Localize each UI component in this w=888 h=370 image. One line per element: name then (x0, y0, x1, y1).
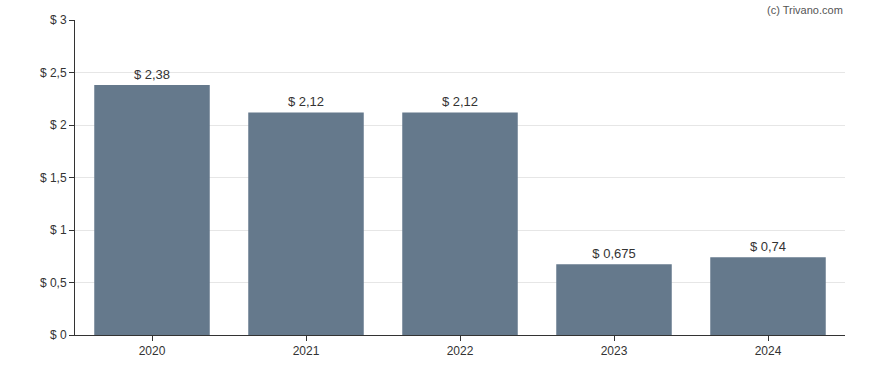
svg-text:(c) Trivano.com: (c) Trivano.com (767, 4, 843, 16)
svg-text:$ 2,12: $ 2,12 (442, 94, 478, 109)
svg-text:$ 1,5: $ 1,5 (40, 171, 67, 185)
svg-text:2023: 2023 (601, 344, 628, 358)
svg-text:2022: 2022 (447, 344, 474, 358)
svg-text:$ 2,5: $ 2,5 (40, 66, 67, 80)
svg-text:2020: 2020 (139, 344, 166, 358)
svg-text:$ 0: $ 0 (50, 328, 67, 342)
svg-text:$ 0,5: $ 0,5 (40, 276, 67, 290)
svg-text:$ 2,38: $ 2,38 (134, 67, 170, 82)
svg-text:2021: 2021 (293, 344, 320, 358)
svg-text:$ 0,675: $ 0,675 (592, 246, 635, 261)
svg-text:$ 2,12: $ 2,12 (288, 94, 324, 109)
svg-text:2024: 2024 (755, 344, 782, 358)
svg-text:$ 0,74: $ 0,74 (750, 239, 786, 254)
svg-text:$ 1: $ 1 (50, 223, 67, 237)
svg-text:$ 2: $ 2 (50, 118, 67, 132)
svg-text:$ 3: $ 3 (50, 13, 67, 27)
